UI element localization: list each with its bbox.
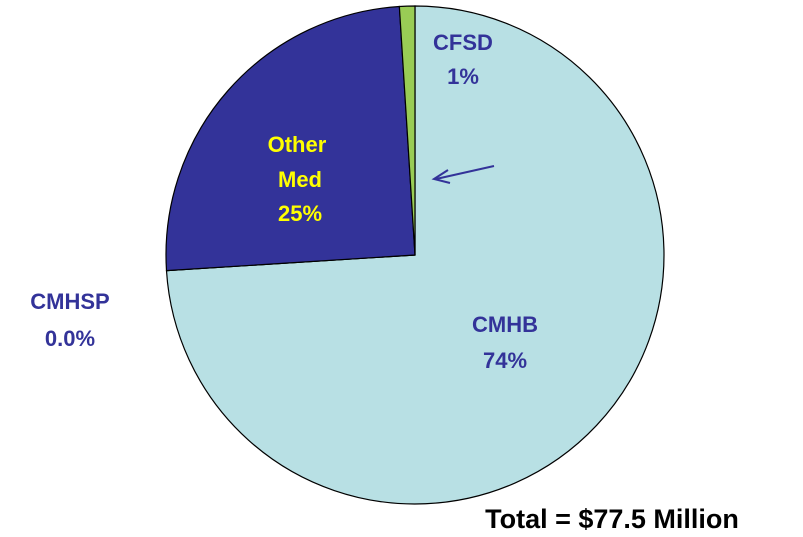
label-line: Other [268,132,333,157]
arrow [431,165,495,184]
slice-label: CMHSP [30,289,109,314]
pie [165,5,665,505]
slice-value-label: 1% [447,64,479,89]
slice-label: CFSD [433,30,493,55]
slice-value-label: 74% [483,348,527,373]
slice-value-label: 25% [278,201,322,226]
label-line: Med [278,167,322,192]
slice-value-label: 0.0% [45,326,95,351]
labels: CMHB 74% CMHSP 0.0% Other Med 25% CFSD 1% [30,30,538,373]
slice-label: Other Med [268,132,333,192]
arrow-head [431,169,451,184]
pie-slice [165,5,416,272]
pie-slice [398,5,416,256]
total-annotation: Total = $77.5 Million [485,504,739,534]
slice-label: CMHB [472,312,538,337]
arrow-line [435,165,495,180]
